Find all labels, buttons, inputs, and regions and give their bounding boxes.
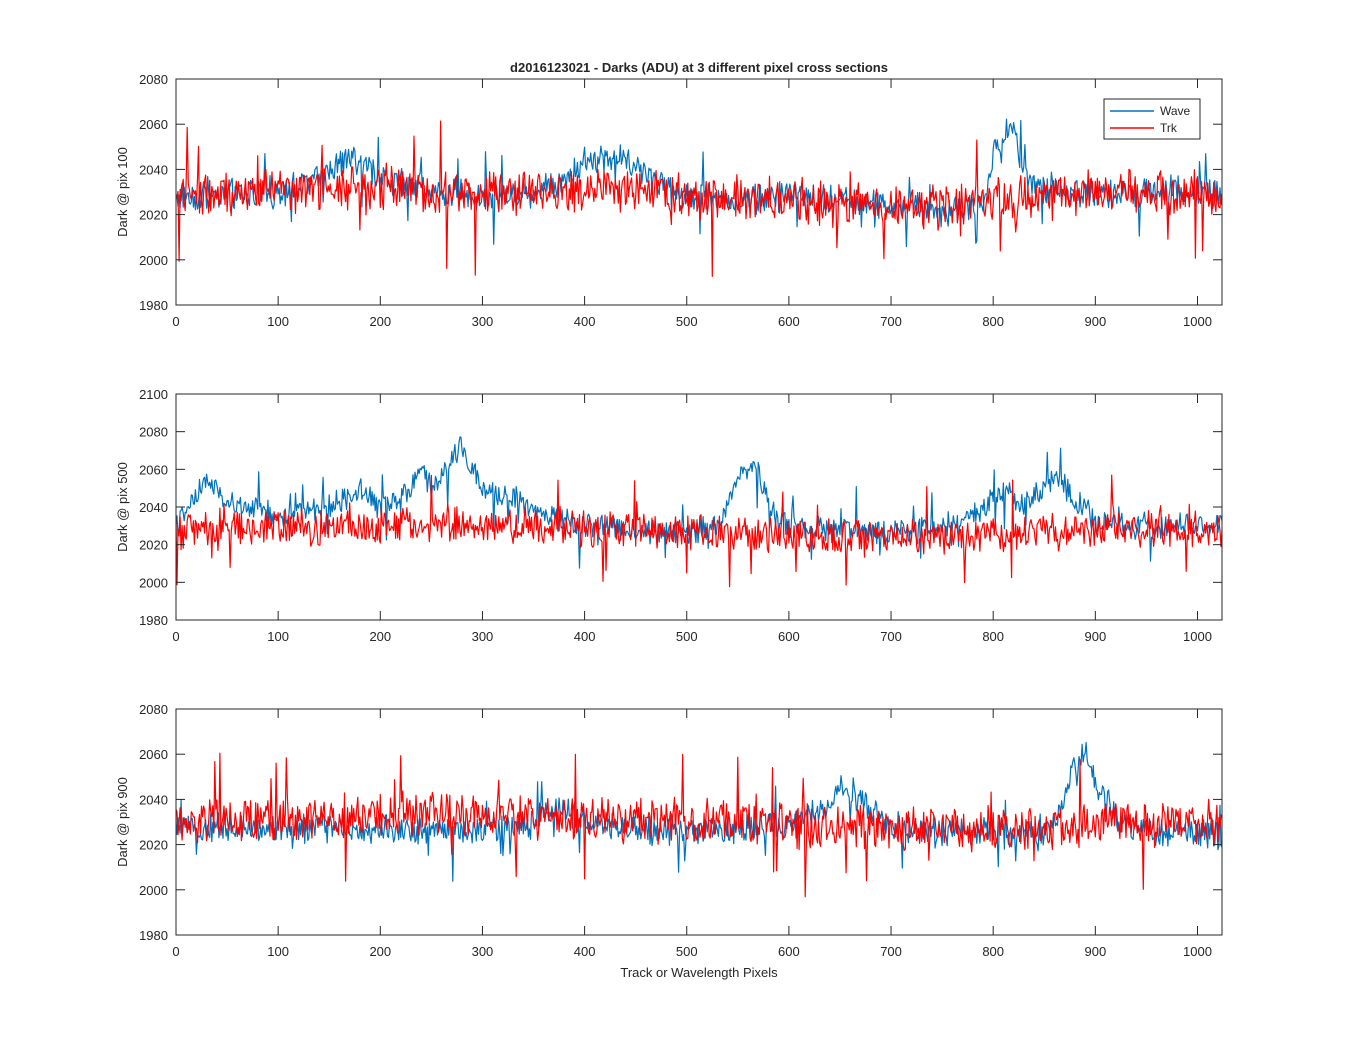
series-group [176,741,1222,898]
subplot-2: 0 100 200 300 400 500 600 700 800 900 1000 1980 2000… [115,387,1223,644]
legend: Wave Trk [1103,98,1201,140]
x-tick-label: 200 [369,629,391,644]
subplot-3: 0 100 200 300 400 500 600 700 800 900 1000 1980 2000… [115,702,1223,980]
y-tick-label: 1980 [139,298,168,313]
x-tick-label: 1000 [1183,629,1212,644]
plot-area [176,709,1222,935]
subplots: 0 100 200 300 400 500 600 700 800 900 100019802000… [115,72,1223,980]
x-tick-label: 500 [676,629,698,644]
axes-frame [175,708,1223,936]
series-line-trk [176,120,1222,277]
y-tick-label: 2040 [139,792,168,807]
y-tick-label: 2080 [139,425,168,440]
series-group [176,118,1222,277]
y-tick-label: 2020 [139,838,168,853]
y-tick-label: 2020 [139,208,168,223]
x-tick-label: 100 [267,314,289,329]
x-tick-label: 200 [369,944,391,959]
x-tick-label: 700 [880,629,902,644]
y-tick-label: 2080 [139,702,168,717]
series-line-trk [176,474,1222,588]
y-tick-label: 2000 [139,253,168,268]
x-axis-label: Track or Wavelength Pixels [620,965,778,980]
x-tick-label: 0 [172,314,179,329]
x-tick-label: 100 [267,944,289,959]
figure-title: d2016123021 - Darks (ADU) at 3 different… [510,60,888,75]
legend-label-trk: Trk [1160,121,1178,135]
y-tick-label: 1980 [139,613,168,628]
x-tick-label: 100 [267,629,289,644]
y-tick-label: 1980 [139,928,168,943]
x-tick-label: 700 [880,944,902,959]
y-tick-label: 2000 [139,883,168,898]
y-tick-label: 2060 [139,462,168,477]
x-tick-label: 400 [574,629,596,644]
series-line-trk [176,752,1222,898]
axes-frame [175,78,1223,306]
x-tick-label: 600 [778,629,800,644]
y-tick-label: 2040 [139,162,168,177]
x-tick-label: 900 [1084,629,1106,644]
x-tick-label: 300 [472,314,494,329]
x-tick-label: 600 [778,314,800,329]
legend-box [1103,98,1201,140]
y-axis-label: Dark @ pix 500 [115,462,130,552]
x-tick-label: 0 [172,944,179,959]
x-tick-label: 0 [172,629,179,644]
y-tick-label: 2020 [139,538,168,553]
y-tick-label: 2080 [139,72,168,87]
x-tick-label: 800 [982,629,1004,644]
x-tick-label: 700 [880,314,902,329]
series-group [176,436,1222,588]
x-tick-label: 800 [982,944,1004,959]
x-tick-label: 600 [778,944,800,959]
y-axis-label: Dark @ pix 100 [115,147,130,237]
y-tick-label: 2040 [139,500,168,515]
y-tick-label: 2060 [139,117,168,132]
x-tick-label: 200 [369,314,391,329]
x-tick-label: 400 [574,314,596,329]
y-axis-label: Dark @ pix 900 [115,777,130,867]
legend-label-wave: Wave [1160,104,1191,118]
x-tick-label: 1000 [1183,314,1212,329]
x-tick-label: 900 [1084,314,1106,329]
x-tick-label: 800 [982,314,1004,329]
x-tick-label: 400 [574,944,596,959]
subplot-1: 0 100 200 300 400 500 600 700 800 900 1000 1980 2000… [115,72,1223,329]
x-tick-label: 300 [472,629,494,644]
x-tick-label: 1000 [1183,944,1212,959]
x-tick-label: 500 [676,944,698,959]
x-tick-label: 300 [472,944,494,959]
y-tick-label: 2000 [139,575,168,590]
y-tick-label: 2100 [139,387,168,402]
x-tick-label: 500 [676,314,698,329]
y-tick-label: 2060 [139,747,168,762]
x-tick-label: 900 [1084,944,1106,959]
